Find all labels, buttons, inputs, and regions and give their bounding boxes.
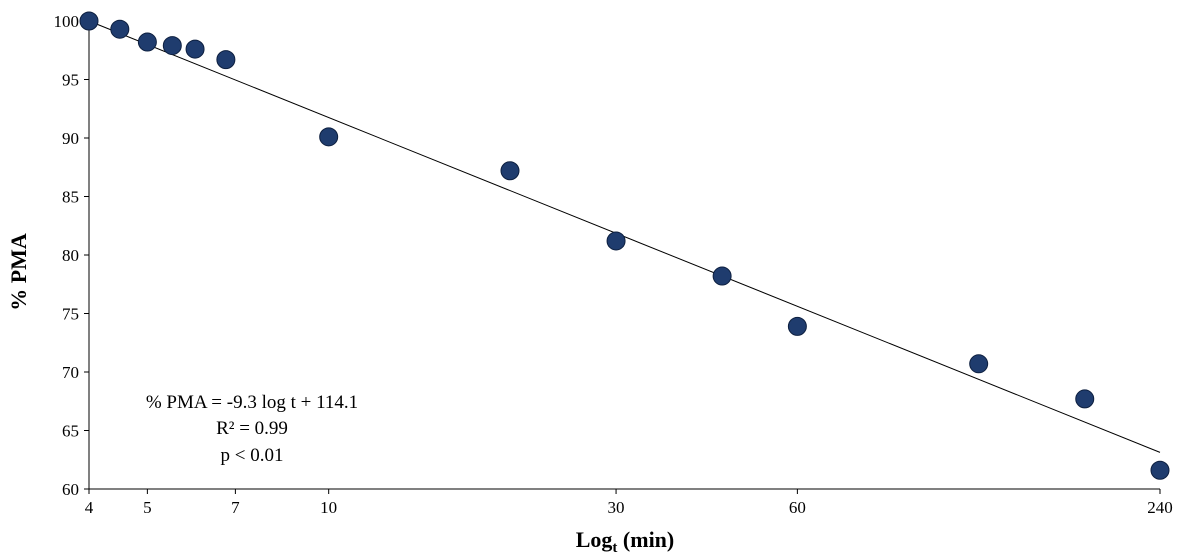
- y-tick-label: 65: [62, 422, 79, 441]
- x-tick-label: 30: [608, 498, 625, 517]
- points-layer: [79, 11, 1170, 480]
- data-point: [216, 50, 236, 70]
- x-tick-label: 60: [789, 498, 806, 517]
- y-tick-label: 75: [62, 305, 79, 324]
- x-axis-title-subscript: t: [612, 540, 617, 555]
- x-tick-label: 4: [85, 498, 94, 517]
- x-tick-label: 5: [143, 498, 152, 517]
- data-point: [319, 127, 339, 147]
- x-axis-title-main: Log: [576, 527, 613, 552]
- y-axis-title: % PMA: [6, 233, 31, 311]
- y-tick-label: 70: [62, 363, 79, 382]
- data-point: [185, 39, 205, 59]
- y-tick-label: 85: [62, 188, 79, 207]
- data-point: [787, 316, 807, 336]
- data-point: [1150, 460, 1170, 480]
- data-point: [1075, 389, 1095, 409]
- annotation-p: p < 0.01: [221, 445, 284, 466]
- data-point: [606, 231, 626, 251]
- x-axis-title: Logt (min): [576, 527, 675, 555]
- x-tick-label: 240: [1147, 498, 1173, 517]
- annotation-equation: % PMA = -9.3 log t + 114.1: [146, 392, 358, 413]
- data-point: [137, 32, 157, 52]
- y-tick-label: 95: [62, 71, 79, 90]
- x-axis-title-unit: (min): [617, 527, 674, 552]
- data-point: [110, 19, 130, 39]
- y-tick-label: 80: [62, 246, 79, 265]
- y-tick-label: 60: [62, 480, 79, 499]
- data-point: [162, 36, 182, 56]
- y-tick-label: 90: [62, 129, 79, 148]
- x-tick-label: 10: [320, 498, 337, 517]
- data-point: [969, 354, 989, 374]
- annotation-r2: R² = 0.99: [216, 418, 288, 439]
- data-point: [712, 266, 732, 286]
- y-tick-label: 100: [54, 12, 80, 31]
- labels-layer: 60 65 70 75 80 85 90 95 100 4 5 7 10 30 60 240: [54, 12, 1173, 517]
- x-tick-label: 7: [231, 498, 240, 517]
- axes-layer: [84, 19, 1161, 494]
- data-point: [79, 11, 99, 31]
- data-point: [500, 161, 520, 181]
